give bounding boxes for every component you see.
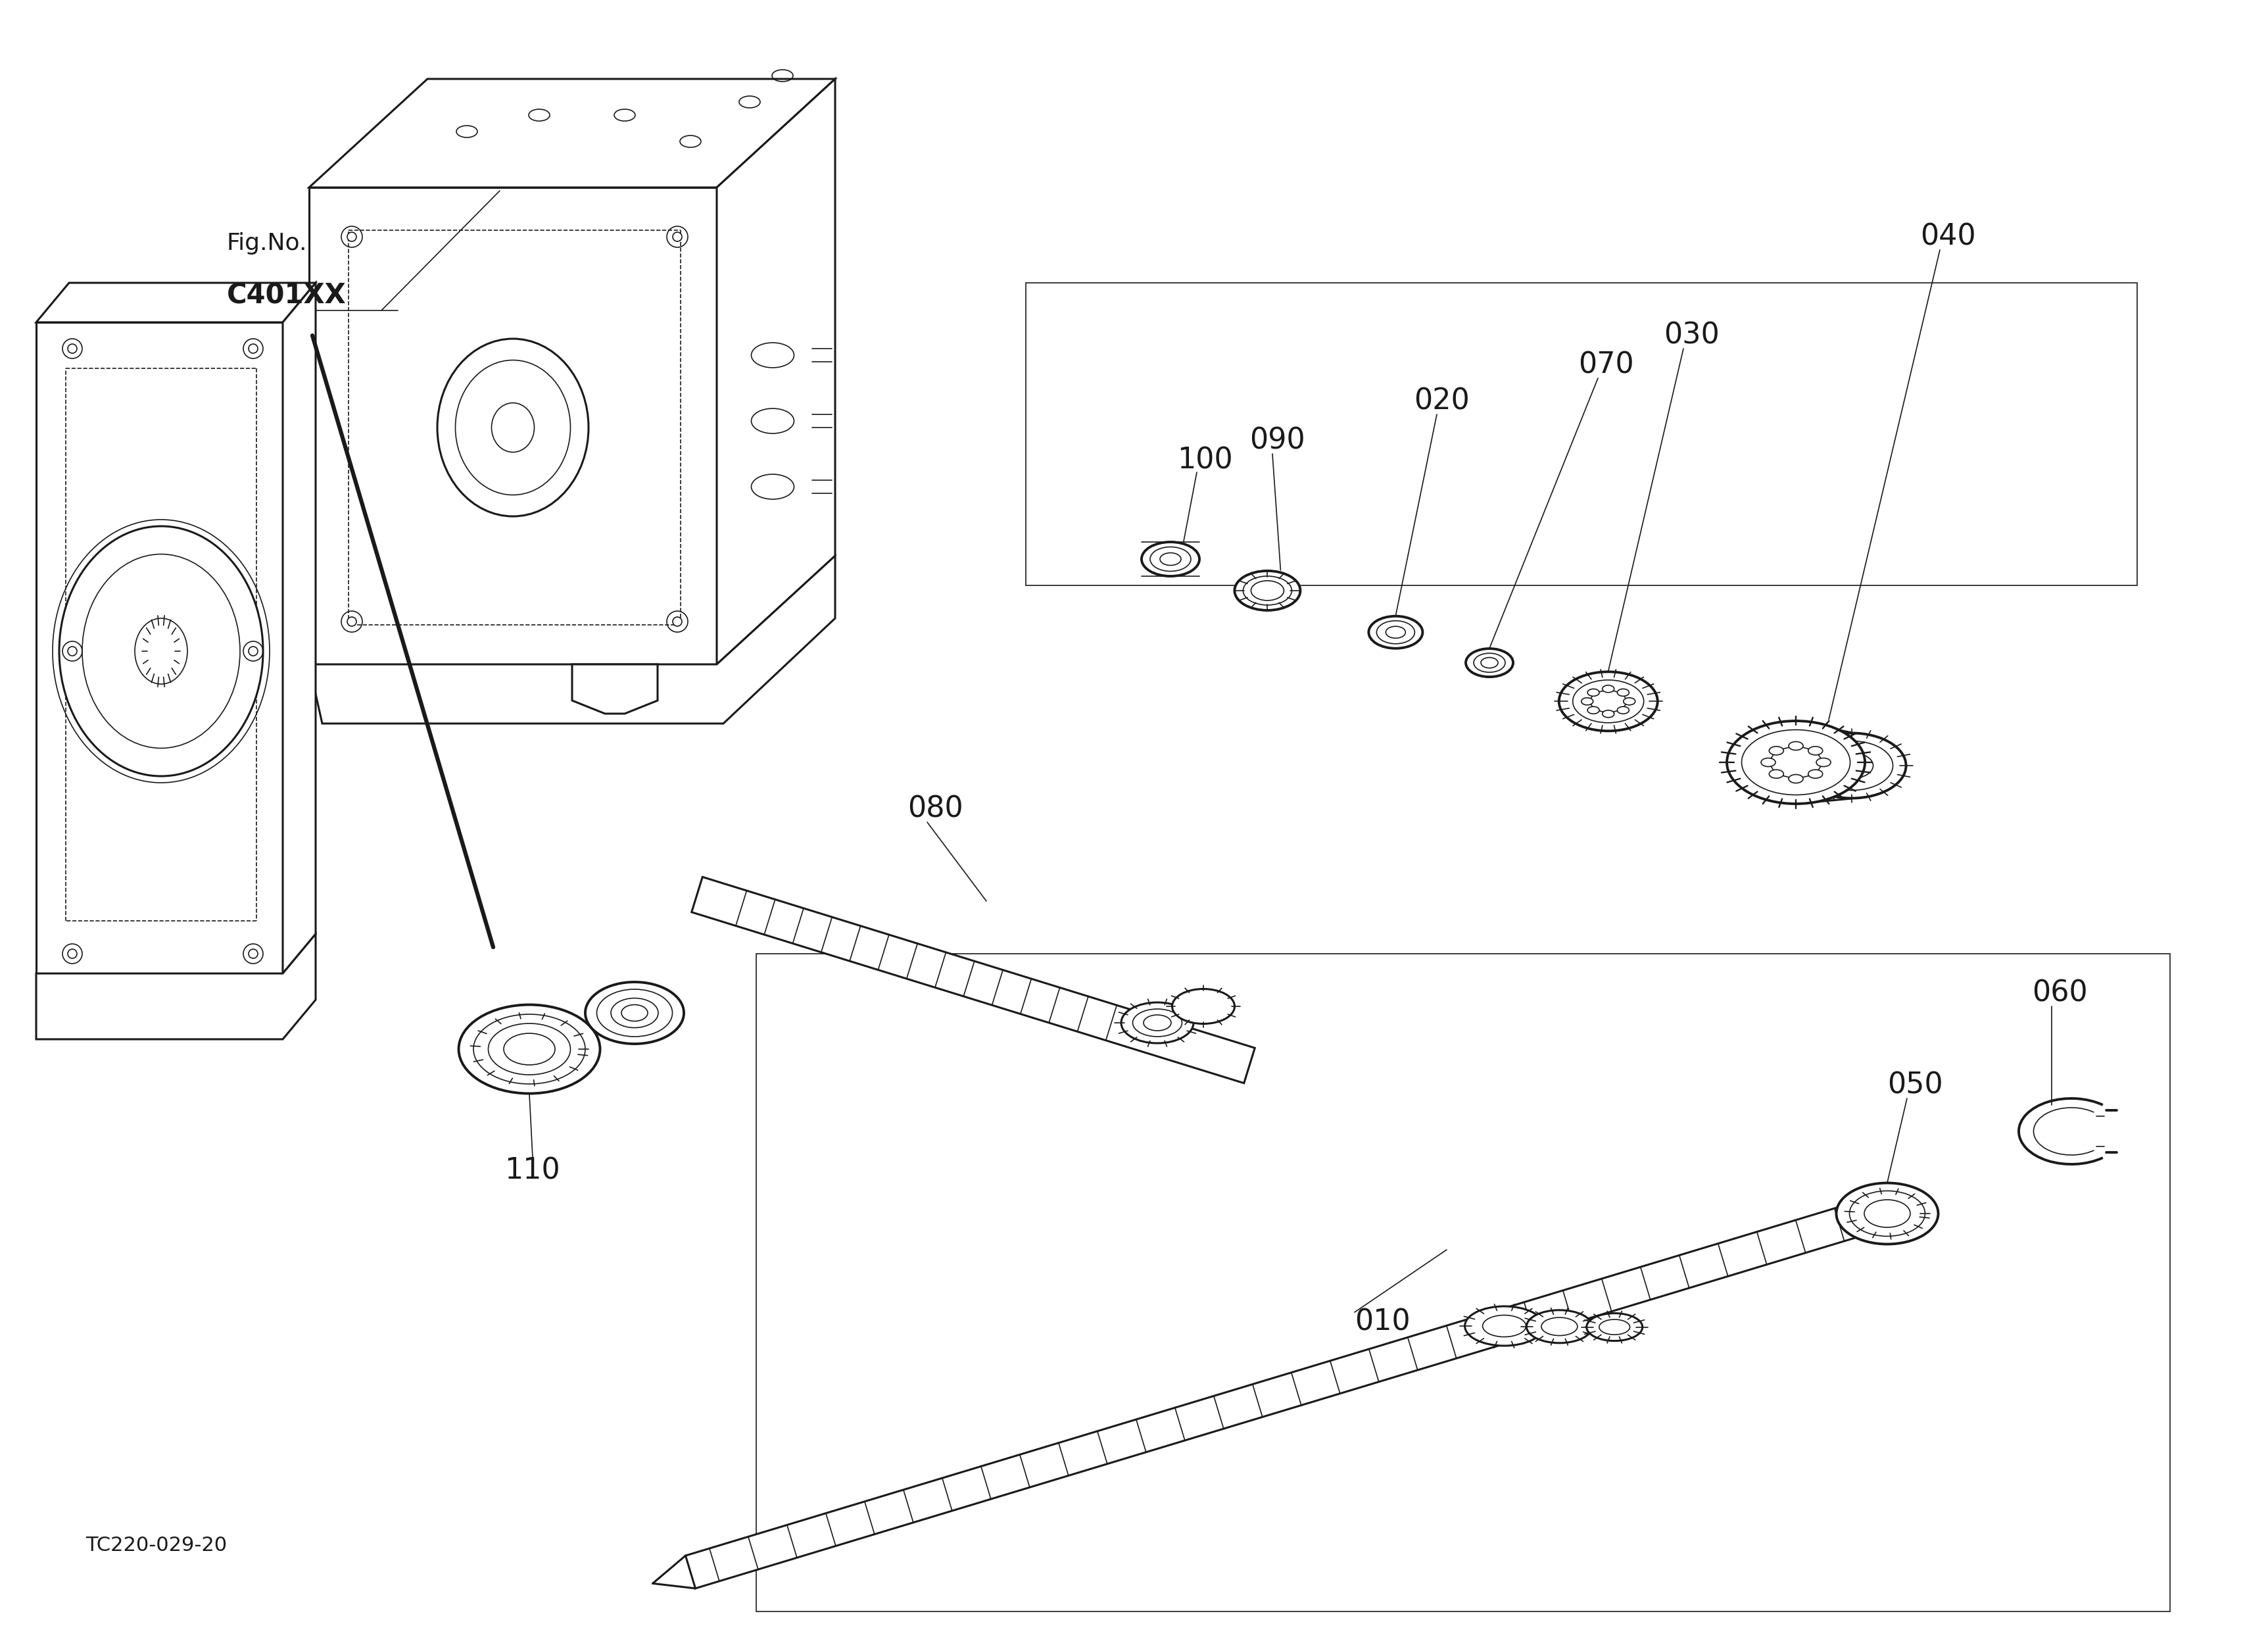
- Ellipse shape: [1120, 1003, 1193, 1043]
- Ellipse shape: [1581, 698, 1592, 705]
- Polygon shape: [284, 283, 315, 973]
- Polygon shape: [308, 188, 717, 664]
- Circle shape: [674, 618, 683, 626]
- Ellipse shape: [1141, 542, 1200, 576]
- Text: 070: 070: [1579, 351, 1633, 379]
- Text: C401XX: C401XX: [227, 282, 347, 310]
- Ellipse shape: [1808, 746, 1823, 754]
- Circle shape: [249, 344, 259, 352]
- Text: 100: 100: [1177, 446, 1234, 474]
- Circle shape: [347, 232, 356, 242]
- Circle shape: [674, 232, 683, 242]
- Ellipse shape: [585, 982, 685, 1044]
- Ellipse shape: [1617, 707, 1628, 713]
- Circle shape: [68, 647, 77, 656]
- Ellipse shape: [438, 339, 587, 516]
- Polygon shape: [36, 323, 284, 973]
- Text: 080: 080: [907, 796, 964, 823]
- Ellipse shape: [1465, 649, 1513, 677]
- Ellipse shape: [1789, 741, 1803, 749]
- Ellipse shape: [1837, 1183, 1939, 1243]
- Ellipse shape: [458, 1005, 601, 1094]
- Polygon shape: [308, 555, 835, 723]
- Ellipse shape: [1603, 685, 1615, 692]
- Ellipse shape: [1617, 688, 1628, 697]
- Ellipse shape: [1588, 688, 1599, 697]
- Text: 030: 030: [1665, 321, 1719, 349]
- Polygon shape: [572, 664, 658, 713]
- Ellipse shape: [1624, 698, 1635, 705]
- Polygon shape: [717, 79, 835, 664]
- Circle shape: [347, 618, 356, 626]
- Polygon shape: [36, 283, 315, 323]
- Ellipse shape: [1234, 572, 1300, 611]
- Ellipse shape: [1726, 721, 1864, 804]
- Ellipse shape: [1588, 707, 1599, 713]
- Ellipse shape: [1173, 988, 1234, 1024]
- Ellipse shape: [1603, 710, 1615, 718]
- Text: 110: 110: [506, 1156, 560, 1184]
- Circle shape: [249, 949, 259, 959]
- Circle shape: [249, 647, 259, 656]
- Ellipse shape: [1769, 769, 1783, 779]
- Text: 060: 060: [2032, 978, 2087, 1008]
- Ellipse shape: [1526, 1309, 1592, 1342]
- Ellipse shape: [1769, 746, 1783, 754]
- Circle shape: [68, 344, 77, 352]
- Ellipse shape: [59, 525, 263, 776]
- Text: 010: 010: [1354, 1308, 1411, 1336]
- Ellipse shape: [1588, 1313, 1642, 1341]
- Circle shape: [68, 949, 77, 959]
- Text: TC220-029-20: TC220-029-20: [86, 1537, 227, 1555]
- Ellipse shape: [1789, 774, 1803, 782]
- Text: 040: 040: [1921, 222, 1975, 250]
- Polygon shape: [685, 1194, 1892, 1588]
- Text: 020: 020: [1413, 387, 1470, 415]
- Ellipse shape: [1465, 1306, 1545, 1346]
- Text: 050: 050: [1887, 1071, 1944, 1100]
- Ellipse shape: [1817, 758, 1830, 766]
- Polygon shape: [692, 876, 1254, 1084]
- Ellipse shape: [1760, 758, 1776, 766]
- Ellipse shape: [1558, 672, 1658, 731]
- Text: 090: 090: [1250, 427, 1304, 455]
- Ellipse shape: [1368, 616, 1422, 649]
- Polygon shape: [308, 79, 835, 188]
- Ellipse shape: [1799, 733, 1905, 799]
- Ellipse shape: [1808, 769, 1823, 779]
- Polygon shape: [36, 934, 315, 1039]
- Text: Fig.No.: Fig.No.: [227, 232, 308, 255]
